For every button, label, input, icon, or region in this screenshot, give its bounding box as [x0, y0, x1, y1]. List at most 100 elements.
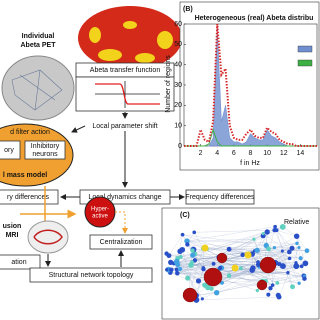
mass-model-label: l mass model [3, 172, 47, 179]
edge [166, 248, 204, 270]
edge [296, 236, 308, 251]
edge [187, 239, 254, 242]
node [205, 284, 211, 291]
x-label: f in Hz [240, 160, 260, 167]
edge [263, 233, 306, 264]
node [240, 252, 246, 258]
edge [220, 267, 279, 296]
box [0, 254, 41, 270]
inhibitory: Inhibitory [31, 143, 60, 150]
diffusion: MRI [6, 232, 19, 239]
node [180, 232, 185, 237]
node [272, 246, 277, 250]
x-tick-label: 14 [296, 150, 304, 157]
node [201, 266, 206, 270]
edge [229, 247, 299, 250]
panel-text: Relative [284, 219, 309, 226]
topology: Structural network topology [49, 272, 134, 279]
edge [220, 233, 264, 269]
box [0, 140, 21, 160]
panel-label: (C) [180, 212, 190, 219]
node [270, 283, 275, 287]
hub-node [216, 252, 228, 264]
node [279, 224, 286, 230]
legend-swatch [297, 59, 313, 67]
hyperactive: active [92, 214, 108, 220]
node [264, 229, 270, 235]
node [177, 248, 183, 254]
diffusion: usion [3, 223, 22, 230]
node [295, 241, 299, 246]
node [255, 262, 261, 268]
edge [216, 263, 306, 293]
node [279, 263, 286, 270]
dashed-arrow [115, 211, 128, 234]
y-tick-label: 20 [174, 102, 182, 109]
transfer-label: Abeta transfer function [90, 67, 161, 74]
edge [188, 248, 204, 295]
inhibitory: neurons [32, 151, 58, 158]
node [260, 233, 266, 239]
node [239, 266, 243, 271]
node [302, 276, 307, 281]
edge [187, 240, 297, 244]
edge [224, 230, 277, 257]
y-tick-label: 10 [174, 123, 182, 130]
edge [177, 258, 260, 268]
edge [194, 260, 306, 264]
panel-b: (B) Heterogeneous (real) Abeta distribu … [165, 1, 320, 171]
node [290, 284, 295, 290]
edge [168, 251, 290, 256]
edge [202, 247, 300, 299]
filter-action: d filter action [10, 129, 50, 136]
edge [177, 264, 203, 299]
y-tick-label: 50 [174, 41, 182, 48]
node [195, 278, 202, 284]
box [0, 189, 59, 205]
edge [282, 266, 293, 287]
node [213, 289, 220, 296]
freq-diff: Frequency differences [185, 194, 255, 201]
node [255, 288, 259, 293]
series-line [184, 23, 317, 147]
pet-spots [89, 21, 173, 63]
y-tick-label: 60 [174, 21, 182, 28]
node [211, 261, 216, 266]
node [192, 230, 197, 235]
mid-node [201, 244, 209, 252]
node [177, 266, 183, 272]
node [190, 248, 195, 253]
node [200, 297, 204, 301]
node [266, 246, 271, 252]
hub-node [182, 287, 198, 303]
node [286, 249, 292, 255]
node [175, 271, 180, 276]
chart-title: Heterogeneous (real) Abeta distribu [195, 15, 314, 22]
node [252, 237, 256, 241]
edge [168, 234, 183, 256]
hub-node [259, 256, 277, 274]
edge [287, 266, 302, 273]
edge [177, 234, 183, 259]
edge [219, 231, 268, 258]
dynamics-change: Local dynamics change [88, 194, 161, 201]
x-tick-label: 12 [280, 150, 288, 157]
edge [191, 262, 204, 269]
node [169, 267, 174, 273]
node [275, 281, 280, 285]
edge [194, 232, 204, 249]
local-shift: Local parameter shift [92, 123, 157, 130]
node [254, 247, 260, 253]
node [289, 245, 295, 251]
left-box: ation [11, 259, 26, 266]
excitatory: ory [4, 147, 14, 154]
edge [276, 230, 293, 287]
y-tick-label: 40 [174, 62, 182, 69]
node [220, 280, 224, 285]
mri-brain [27, 220, 69, 254]
edge [180, 243, 298, 270]
mri-tracts [33, 229, 63, 245]
panel-a: Individual Abeta PET Abeta transfer func… [0, 6, 255, 283]
node [218, 265, 223, 270]
node [184, 238, 190, 244]
